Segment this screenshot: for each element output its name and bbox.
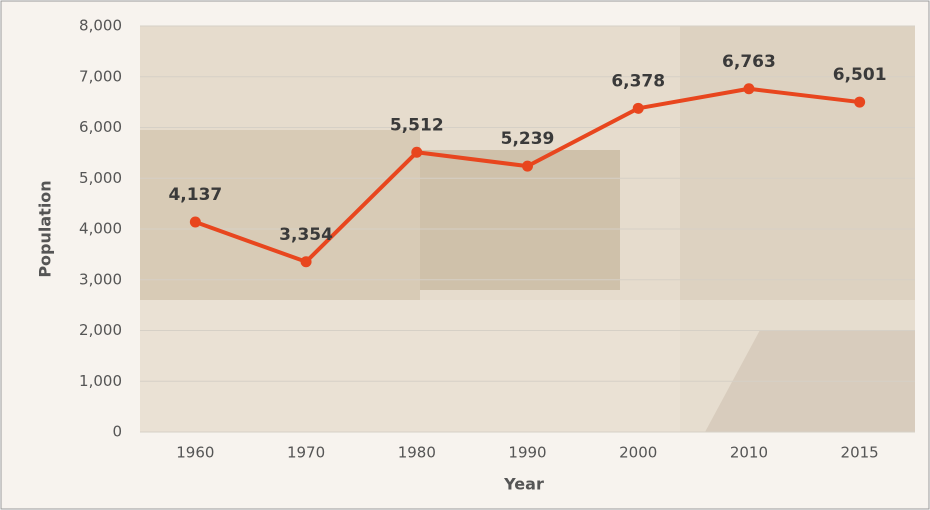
point [854, 96, 866, 108]
x-tick-label: 1960 [176, 444, 214, 462]
point [632, 102, 644, 114]
x-tick-label: 1990 [508, 444, 546, 462]
y-tick-label: 5,000 [79, 169, 122, 187]
data-label: 4,137 [168, 185, 222, 205]
data-label: 5,512 [390, 115, 444, 135]
x-axis-label: Year [503, 475, 544, 494]
y-tick-label: 8,000 [79, 17, 122, 35]
data-label: 6,378 [611, 71, 665, 91]
y-tick-label: 4,000 [79, 220, 122, 238]
y-tick-label: 3,000 [79, 270, 122, 288]
y-axis-label: Population [36, 180, 55, 277]
data-label: 6,501 [833, 65, 887, 85]
data-label: 5,239 [501, 129, 555, 149]
x-tick-label: 2010 [730, 444, 768, 462]
point [189, 216, 201, 228]
x-tick-label: 2015 [841, 444, 879, 462]
x-tick-label: 1970 [287, 444, 325, 462]
data-label: 6,763 [722, 52, 776, 72]
point [743, 83, 755, 95]
y-tick-label: 6,000 [79, 118, 122, 136]
y-tick-label: 2,000 [79, 321, 122, 339]
data-label: 3,354 [279, 225, 333, 245]
y-tick-label: 0 [112, 423, 122, 441]
y-tick-label: 7,000 [79, 67, 122, 85]
point [522, 160, 533, 172]
y-tick-label: 1,000 [79, 372, 122, 390]
x-tick-label: 1980 [398, 444, 436, 462]
x-tick-label: 2000 [619, 444, 657, 462]
point [411, 146, 423, 158]
point [300, 256, 312, 268]
